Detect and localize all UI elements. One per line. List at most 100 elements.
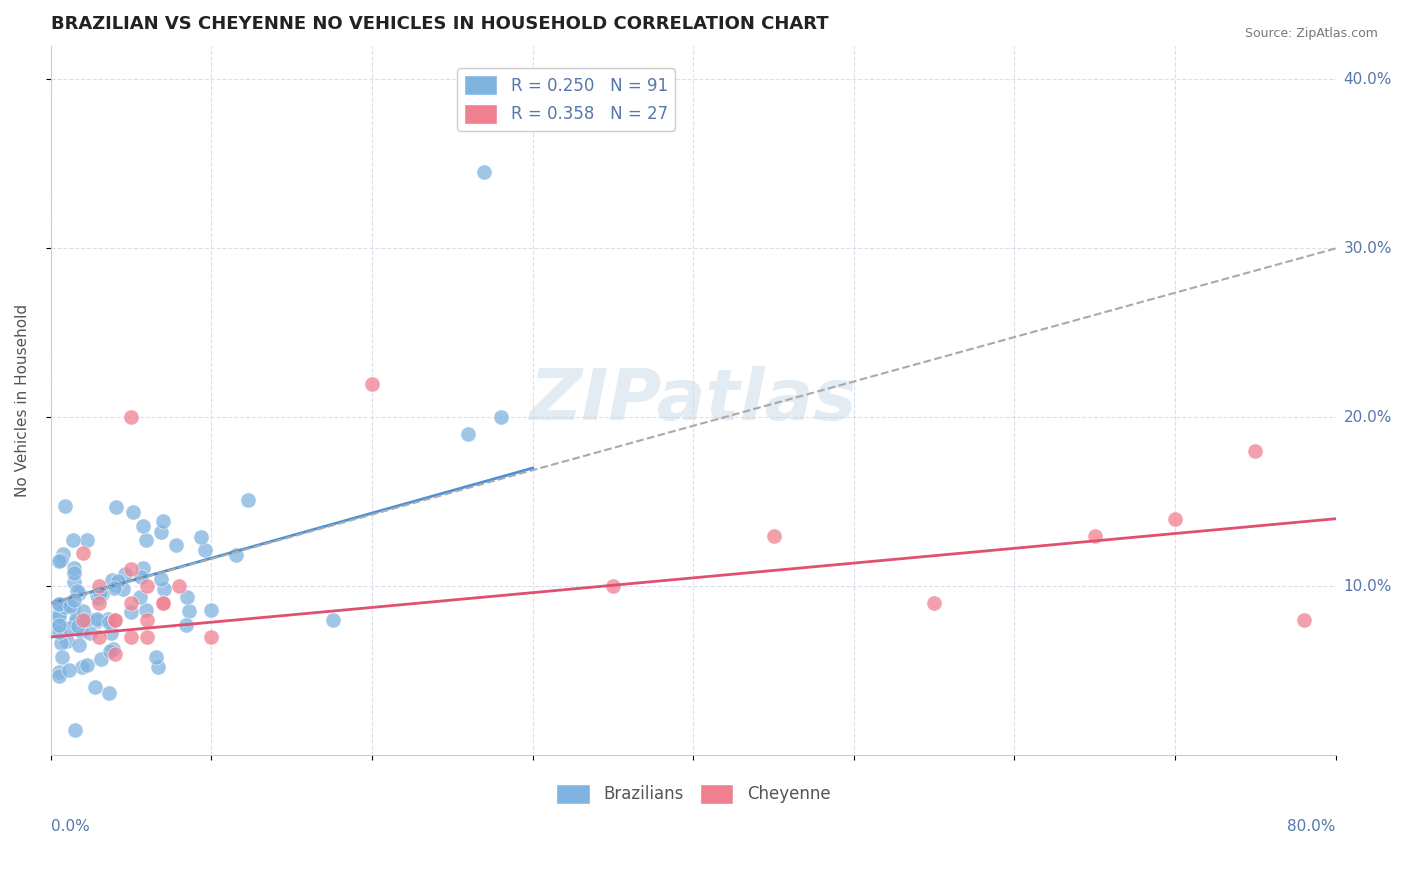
Point — [48, 618, 70, 632]
Point — [128, 590, 150, 604]
Point — [762, 528, 785, 542]
Text: Source: ZipAtlas.com: Source: ZipAtlas.com — [1244, 27, 1378, 40]
Point — [148, 660, 170, 674]
Point — [1164, 512, 1187, 526]
Legend: R = 0.250   N = 91, R = 0.358   N = 27: R = 0.250 N = 91, R = 0.358 N = 27 — [457, 68, 675, 130]
Point — [86, 612, 108, 626]
Point — [63, 723, 86, 738]
Point — [120, 410, 142, 425]
Point — [149, 524, 172, 539]
Point — [87, 579, 110, 593]
Point — [136, 630, 159, 644]
Point — [111, 582, 134, 597]
Point — [131, 561, 153, 575]
Point — [120, 605, 142, 619]
Point — [70, 660, 93, 674]
Point — [153, 582, 176, 597]
Point — [65, 615, 87, 629]
Point — [51, 649, 73, 664]
Point — [59, 599, 82, 614]
Point — [176, 590, 198, 604]
Point — [62, 601, 84, 615]
Point — [322, 613, 344, 627]
Point — [51, 552, 73, 566]
Point — [53, 499, 76, 513]
Point — [48, 608, 70, 623]
Point — [122, 505, 145, 519]
Point — [53, 600, 76, 615]
Point — [132, 518, 155, 533]
Point — [58, 663, 80, 677]
Point — [75, 613, 97, 627]
Point — [52, 547, 75, 561]
Point — [77, 612, 100, 626]
Point — [135, 602, 157, 616]
Point — [98, 644, 121, 658]
Point — [145, 649, 167, 664]
Text: BRAZILIAN VS CHEYENNE NO VEHICLES IN HOUSEHOLD CORRELATION CHART: BRAZILIAN VS CHEYENNE NO VEHICLES IN HOU… — [51, 15, 828, 33]
Point — [120, 596, 142, 610]
Point — [1244, 444, 1267, 458]
Point — [72, 603, 94, 617]
Point — [66, 583, 89, 598]
Point — [87, 591, 110, 605]
Point — [104, 613, 127, 627]
Point — [152, 596, 174, 610]
Point — [114, 566, 136, 581]
Point — [200, 630, 222, 644]
Point — [67, 619, 90, 633]
Point — [63, 592, 86, 607]
Point — [193, 543, 215, 558]
Point — [72, 613, 94, 627]
Point — [474, 165, 496, 179]
Point — [48, 669, 70, 683]
Point — [70, 624, 93, 638]
Point — [48, 598, 70, 612]
Point — [236, 493, 259, 508]
Point — [103, 581, 125, 595]
Point — [361, 376, 384, 391]
Point — [602, 579, 624, 593]
Point — [49, 635, 72, 649]
Point — [97, 612, 120, 626]
Point — [62, 533, 84, 547]
Point — [56, 634, 79, 648]
Point — [190, 530, 212, 544]
Point — [200, 602, 222, 616]
Text: 20.0%: 20.0% — [1344, 409, 1392, 425]
Point — [62, 574, 84, 589]
Point — [136, 613, 159, 627]
Point — [101, 642, 124, 657]
Text: 0.0%: 0.0% — [51, 820, 90, 834]
Point — [86, 588, 108, 602]
Point — [48, 615, 70, 630]
Point — [63, 561, 86, 575]
Point — [90, 587, 112, 601]
Point — [152, 514, 174, 528]
Point — [179, 604, 201, 618]
Point — [98, 686, 121, 700]
Point — [98, 615, 121, 629]
Point — [48, 619, 70, 633]
Point — [104, 647, 127, 661]
Point — [89, 586, 111, 600]
Point — [67, 585, 90, 599]
Point — [58, 622, 80, 636]
Point — [48, 625, 70, 640]
Point — [104, 500, 127, 515]
Point — [76, 533, 98, 547]
Point — [169, 579, 191, 593]
Point — [104, 578, 127, 592]
Point — [86, 615, 108, 629]
Point — [90, 652, 112, 666]
Point — [457, 427, 479, 442]
Point — [104, 613, 127, 627]
Point — [174, 618, 197, 632]
Point — [150, 572, 173, 586]
Point — [120, 630, 142, 644]
Point — [152, 596, 174, 610]
Point — [63, 566, 86, 580]
Y-axis label: No Vehicles in Household: No Vehicles in Household — [15, 304, 30, 497]
Point — [129, 570, 152, 584]
Point — [1292, 613, 1315, 627]
